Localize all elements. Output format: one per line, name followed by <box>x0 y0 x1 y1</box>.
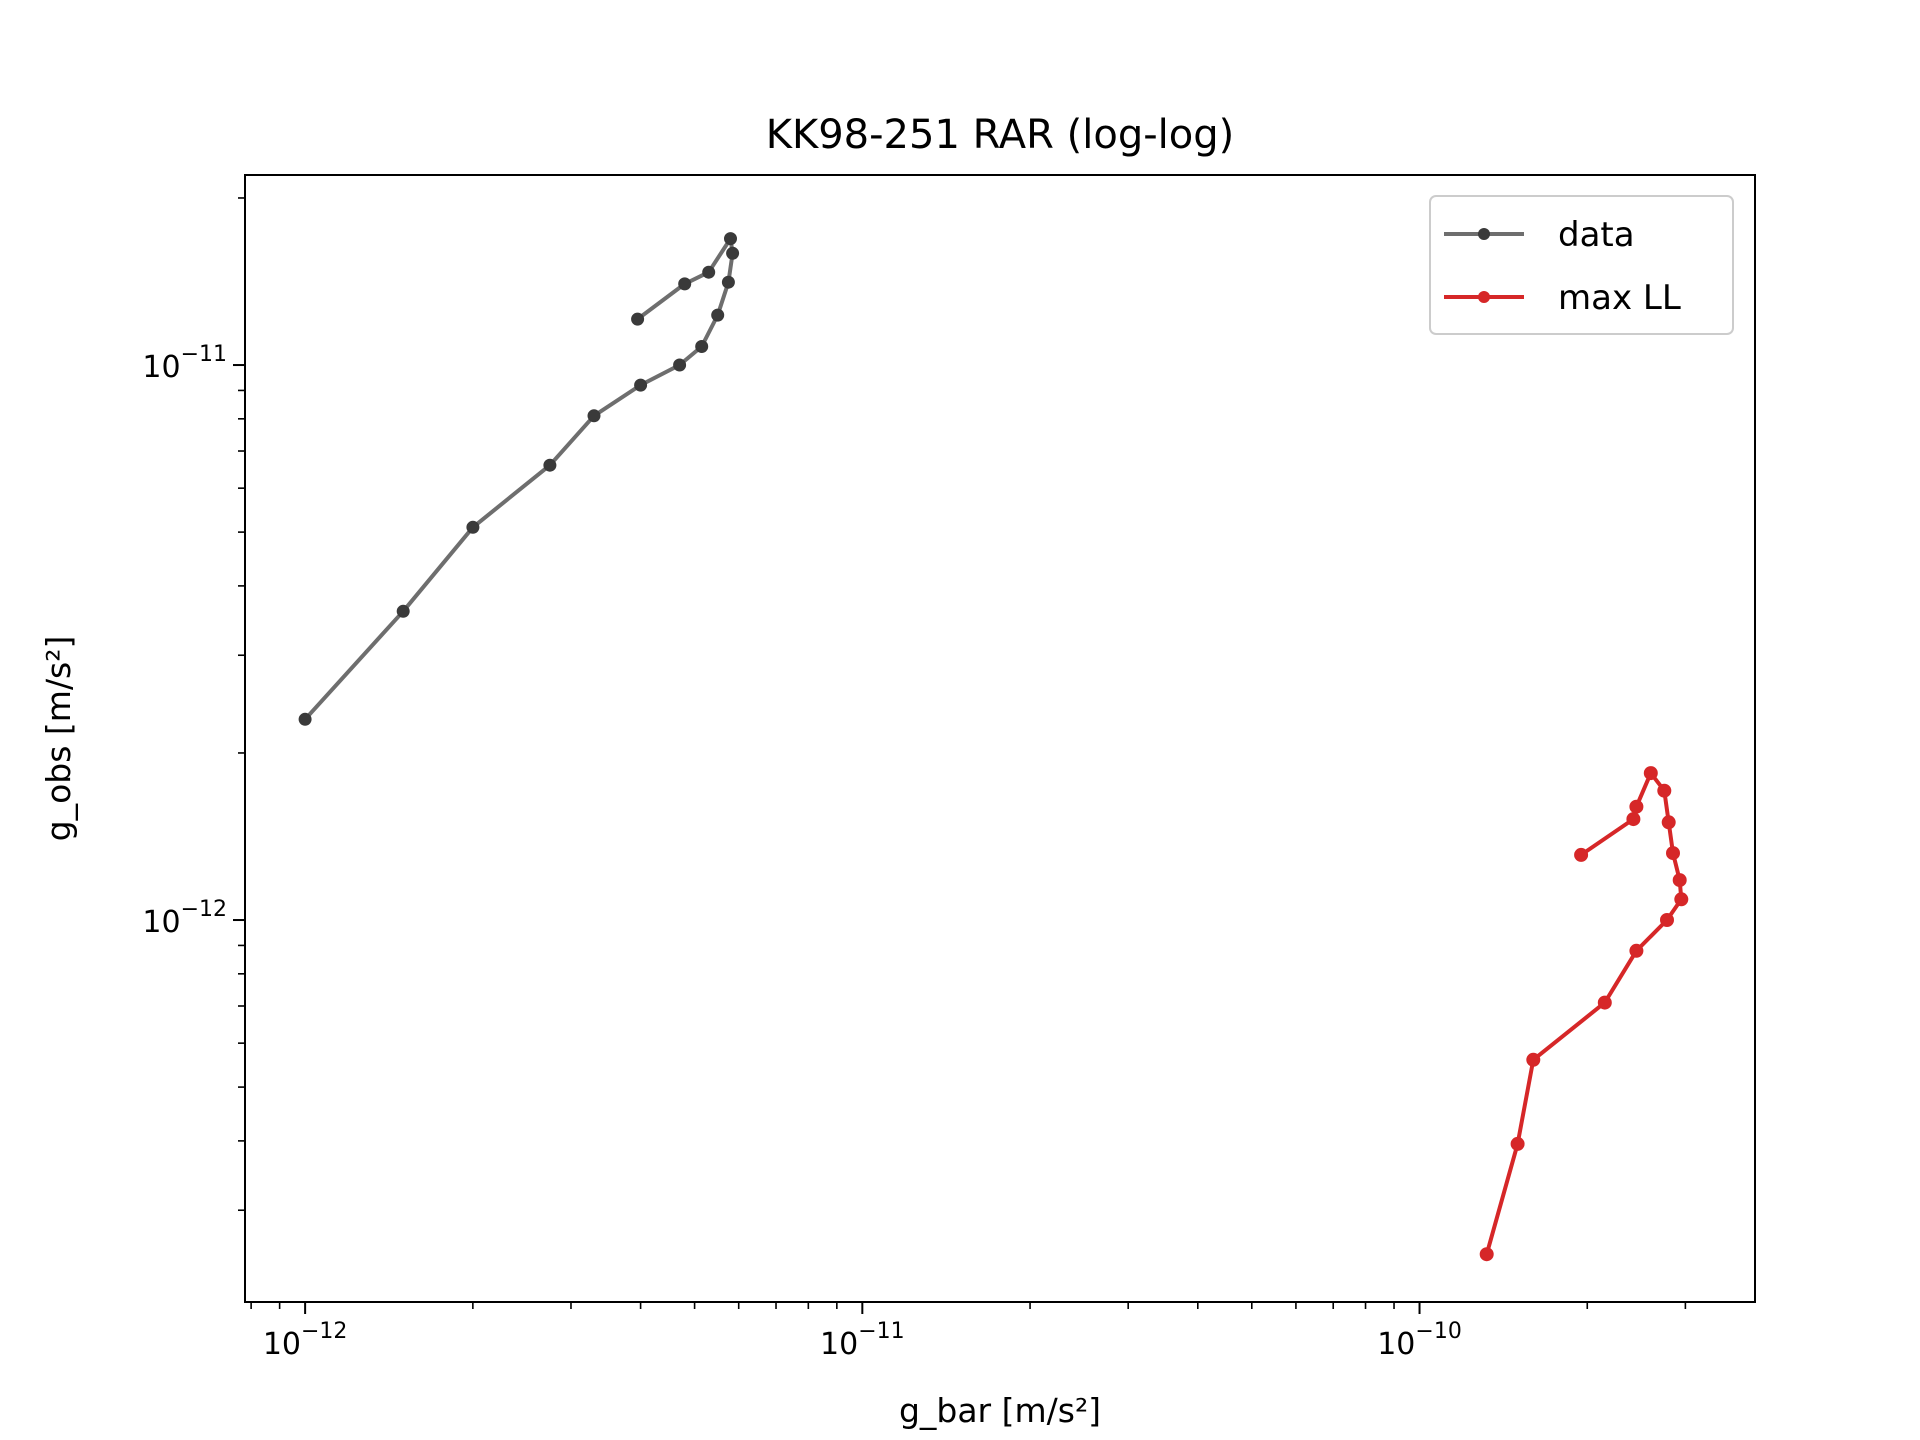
series-layer <box>298 232 1689 1262</box>
data-point <box>1629 799 1644 814</box>
data-point <box>1660 913 1674 927</box>
chart-title: KK98-251 RAR (log-log) <box>766 112 1235 158</box>
legend-label: data <box>1558 215 1635 255</box>
minor-ticks <box>238 197 1687 1309</box>
data-point <box>673 358 687 372</box>
data-point <box>721 275 735 289</box>
data-point <box>1672 873 1687 888</box>
data-point <box>724 232 737 246</box>
series-data <box>298 232 740 726</box>
data-point <box>1574 847 1589 862</box>
data-point <box>1674 892 1689 907</box>
y-axis-title: g_obs [m/s²] <box>39 636 78 842</box>
data-point <box>726 246 740 260</box>
data-point <box>1479 1247 1494 1262</box>
x-tick-label: 10−12 <box>263 1319 348 1362</box>
y-tick-label: 10−12 <box>142 897 227 940</box>
x-axis-title: g_bar [m/s²] <box>899 1391 1101 1430</box>
legend-label: max LL <box>1558 278 1681 318</box>
data-point <box>1526 1052 1541 1067</box>
legend-marker <box>1478 291 1490 303</box>
data-point <box>1643 766 1658 781</box>
data-point <box>631 312 645 326</box>
data-point <box>1661 815 1676 830</box>
data-point <box>1597 995 1612 1010</box>
legend: data max LL <box>1429 195 1734 335</box>
data-point <box>298 712 312 726</box>
y-tick-label: 10−11 <box>142 342 227 385</box>
data-point <box>1626 812 1641 827</box>
data-point <box>466 520 480 534</box>
data-point <box>587 409 601 423</box>
data-point <box>634 378 648 392</box>
legend-box <box>1429 195 1734 335</box>
legend-marker <box>1478 228 1490 240</box>
data-point <box>396 604 410 618</box>
major-ticks: 10−12 10−11 10−10 10−12 10−11 <box>142 342 1461 1362</box>
data-point <box>695 340 709 353</box>
x-tick-label: 10−11 <box>820 1319 905 1362</box>
data-point <box>543 458 557 472</box>
data-point <box>1510 1136 1525 1151</box>
series-max-ll <box>1479 766 1689 1262</box>
data-point <box>711 308 725 322</box>
data-point <box>1629 943 1644 958</box>
data-point <box>1666 846 1680 861</box>
data-point <box>702 265 716 279</box>
x-tick-label: 10−10 <box>1377 1319 1462 1362</box>
plot-frame <box>244 174 1756 1303</box>
data-point <box>678 277 692 291</box>
data-point <box>1657 783 1672 798</box>
